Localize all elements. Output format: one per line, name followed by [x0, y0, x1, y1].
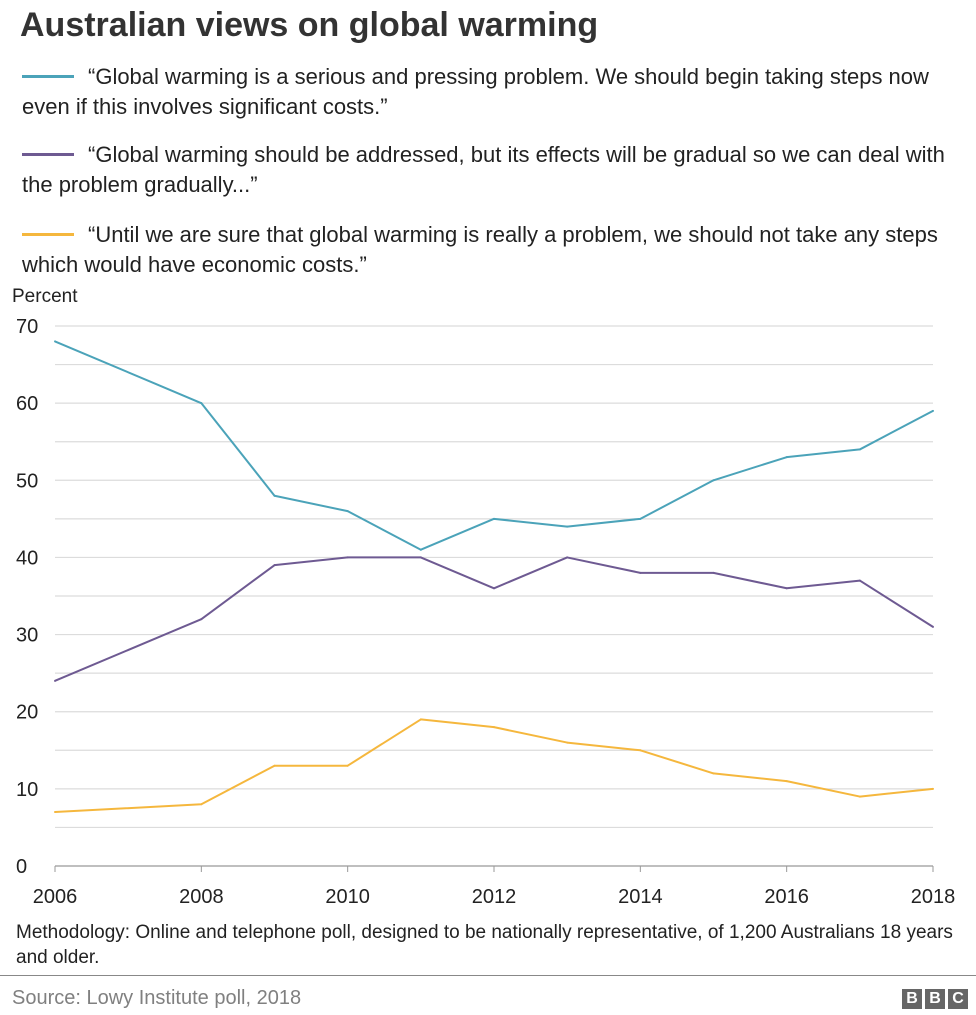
data-point: [932, 787, 934, 790]
data-point: [712, 571, 715, 574]
y-tick-label: 40: [16, 547, 38, 569]
data-point: [785, 780, 788, 783]
methodology-note: Methodology: Online and telephone poll, …: [16, 922, 953, 968]
y-tick-label: 10: [16, 779, 38, 801]
legend-item-serious: “Global warming is a serious and pressin…: [22, 62, 972, 122]
data-point: [566, 525, 569, 528]
data-point: [493, 726, 495, 729]
data-point: [785, 587, 788, 590]
data-point: [566, 556, 569, 559]
series-line-2: [54, 718, 934, 813]
data-point: [639, 517, 642, 520]
data-point: [54, 811, 56, 813]
legend-swatch: [22, 75, 74, 78]
y-tick-label: 60: [16, 393, 38, 415]
data-point: [858, 795, 861, 798]
series-line-1: [54, 556, 934, 682]
source-note: Source: Lowy Institute poll, 2018: [12, 987, 302, 1009]
data-point: [639, 749, 642, 752]
legend-swatch: [22, 233, 74, 236]
data-point: [346, 764, 349, 767]
legend-item-unsure: “Until we are sure that global warming i…: [22, 220, 972, 280]
data-point: [200, 402, 203, 405]
data-point: [785, 456, 788, 459]
x-tick-label: 2016: [764, 886, 809, 908]
x-tick-label: 2010: [325, 886, 370, 908]
data-point: [346, 556, 349, 559]
footer-divider: [0, 975, 976, 976]
data-point: [493, 517, 495, 520]
data-point: [54, 679, 56, 682]
data-point: [493, 587, 495, 590]
data-point: [200, 618, 203, 621]
legend-swatch: [22, 153, 74, 156]
y-tick-label: 50: [16, 470, 38, 492]
x-tick-label: 2008: [179, 886, 224, 908]
data-point: [858, 579, 861, 582]
data-point: [858, 448, 861, 451]
data-point: [200, 803, 203, 806]
legend-text: “Global warming is a serious and pressin…: [22, 64, 929, 119]
data-point: [419, 556, 422, 559]
x-tick-label: 2006: [33, 886, 78, 908]
data-point: [273, 564, 276, 567]
y-tick-label: 30: [16, 625, 38, 647]
data-point: [639, 571, 642, 574]
y-tick-label: 20: [16, 702, 38, 724]
data-point: [566, 741, 569, 744]
data-point: [932, 625, 934, 628]
data-point: [712, 479, 715, 482]
chart-title: Australian views on global warming: [20, 6, 599, 44]
x-tick-label: 2014: [618, 886, 663, 908]
data-point: [419, 548, 422, 551]
data-point: [54, 340, 56, 343]
legend-text: “Until we are sure that global warming i…: [22, 222, 938, 277]
data-point: [346, 510, 349, 513]
data-point: [273, 494, 276, 497]
legend-text: “Global warming should be addressed, but…: [22, 142, 945, 197]
series-line-0: [54, 340, 934, 551]
y-tick-label: 0: [16, 856, 27, 878]
y-tick-label: 70: [16, 316, 38, 338]
x-tick-label: 2012: [472, 886, 517, 908]
data-point: [273, 764, 276, 767]
y-axis-label: Percent: [12, 286, 78, 307]
legend-item-gradual: “Global warming should be addressed, but…: [22, 140, 972, 200]
data-point: [419, 718, 422, 721]
data-point: [932, 409, 934, 412]
x-tick-label: 2018: [911, 886, 956, 908]
data-point: [712, 772, 715, 775]
